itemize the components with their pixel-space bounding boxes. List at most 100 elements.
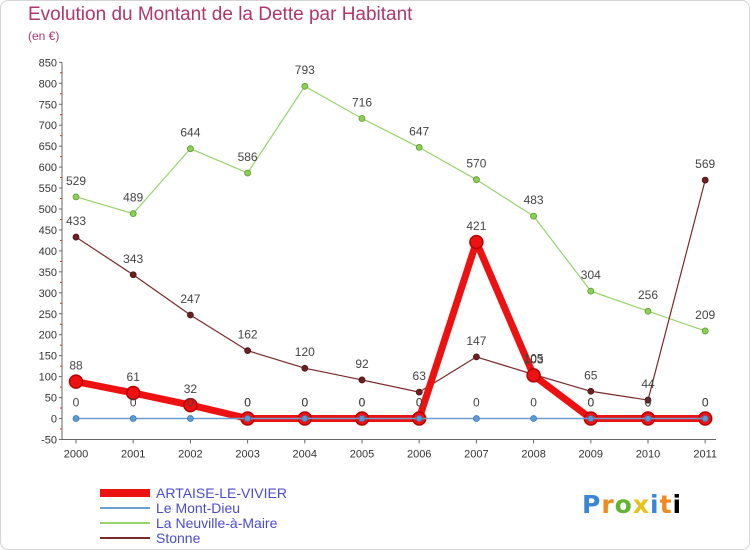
data-label: 716 — [352, 95, 372, 109]
data-label: 0 — [359, 396, 366, 410]
data-point — [587, 415, 595, 422]
data-label: 0 — [587, 396, 594, 410]
x-tick-label: 2011 — [693, 448, 717, 460]
data-point — [129, 210, 137, 218]
data-label: 489 — [123, 191, 143, 205]
data-point — [701, 327, 709, 335]
data-label: 0 — [645, 396, 652, 410]
data-label: 483 — [524, 193, 544, 207]
legend-label: La Neuville-à-Maire — [156, 515, 278, 531]
data-point — [472, 415, 480, 422]
data-label: 209 — [695, 308, 715, 322]
data-label: 103 — [524, 352, 544, 366]
data-point — [472, 353, 480, 361]
x-tick-label: 2001 — [121, 448, 145, 460]
data-point — [587, 287, 595, 295]
data-label: 793 — [295, 63, 315, 77]
y-tick-label: 300 — [39, 288, 57, 300]
y-tick-label: 450 — [39, 225, 57, 237]
data-label: 247 — [180, 292, 200, 306]
data-point — [301, 82, 309, 90]
y-tick-label: 850 — [39, 57, 57, 69]
chart-subtitle: (en €) — [28, 29, 60, 43]
data-point — [129, 415, 137, 422]
data-point — [186, 311, 194, 319]
data-label: 88 — [69, 359, 83, 373]
x-tick-label: 2000 — [64, 448, 88, 460]
data-point — [186, 415, 194, 422]
y-tick-label: 100 — [39, 372, 57, 384]
y-tick-label: 700 — [39, 120, 57, 132]
legend-label: ARTAISE-LE-VIVIER — [156, 485, 287, 501]
chart-title: Evolution du Montant de la Dette par Hab… — [28, 4, 413, 25]
data-point — [526, 368, 541, 383]
data-label: 0 — [416, 396, 423, 410]
data-label: 0 — [645, 396, 652, 410]
data-label: 647 — [409, 124, 429, 138]
data-point — [644, 307, 652, 315]
data-label: 256 — [638, 288, 658, 302]
series-0 — [68, 234, 713, 426]
data-label: 644 — [180, 126, 200, 140]
data-label: 65 — [584, 368, 598, 382]
y-tick-label: 200 — [39, 330, 57, 342]
data-label: 105 — [524, 352, 544, 366]
data-label: 0 — [301, 396, 308, 410]
series-2 — [72, 82, 709, 335]
data-label: 0 — [130, 396, 137, 410]
data-label: 569 — [695, 157, 715, 171]
data-label: 0 — [187, 396, 194, 410]
data-label: 44 — [641, 377, 655, 391]
data-label: 570 — [466, 157, 486, 171]
data-label: 343 — [123, 252, 143, 266]
data-point — [469, 234, 484, 250]
data-point — [301, 364, 309, 372]
data-label: 120 — [295, 345, 315, 359]
data-label: 421 — [466, 219, 486, 233]
data-point — [72, 415, 80, 422]
data-point — [301, 415, 309, 422]
data-label: 0 — [530, 396, 537, 410]
x-tick-label: 2007 — [464, 448, 488, 460]
y-tick-label: 50 — [45, 393, 57, 405]
data-point — [125, 385, 141, 401]
data-point — [68, 374, 84, 389]
x-tick-label: 2002 — [178, 448, 202, 460]
data-label: 0 — [244, 396, 251, 410]
data-point — [72, 193, 80, 201]
data-point — [472, 176, 480, 184]
data-point — [701, 415, 709, 422]
legend-label: Le Mont-Dieu — [156, 500, 240, 516]
y-tick-label: 800 — [39, 78, 57, 90]
data-label: 61 — [127, 370, 141, 384]
series-3 — [72, 176, 709, 404]
x-tick-label: 2009 — [579, 448, 603, 460]
data-label: 529 — [66, 174, 86, 188]
y-tick-label: 350 — [39, 267, 57, 279]
legend-label: Stonne — [156, 530, 201, 546]
series-1 — [72, 415, 709, 422]
data-point — [72, 233, 80, 241]
data-point — [244, 415, 252, 422]
data-point — [358, 115, 366, 122]
data-point — [644, 415, 652, 422]
data-label: 433 — [66, 214, 86, 228]
data-label: 0 — [702, 396, 709, 410]
data-label: 0 — [587, 396, 594, 410]
data-point — [244, 347, 252, 355]
data-label: 304 — [581, 268, 601, 282]
data-point — [186, 145, 194, 153]
data-point — [358, 376, 366, 384]
data-label: 162 — [238, 328, 258, 342]
y-tick-label: 150 — [39, 351, 57, 363]
y-tick-label: 600 — [39, 162, 57, 174]
x-tick-label: 2008 — [521, 448, 545, 460]
data-point — [358, 415, 366, 422]
proxiti-logo: Proxiti — [582, 490, 683, 519]
y-tick-label: 550 — [39, 183, 57, 195]
data-label: 0 — [359, 396, 366, 410]
data-point — [415, 415, 423, 422]
series-line — [75, 179, 706, 401]
data-point — [183, 397, 198, 413]
